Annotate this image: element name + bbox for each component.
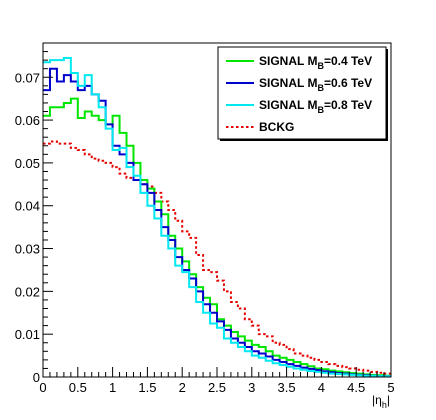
x-tick-label: 0 [39,380,46,395]
series-line-4 [43,140,391,375]
legend-label: BCKG [259,120,294,134]
y-tick-label: 0.05 [15,156,40,171]
y-tick-label: 0.02 [15,284,40,299]
legend-label: SIGNAL MB=0.4 TeV [259,54,372,71]
x-axis-label-subscript: h [382,400,387,410]
y-axis: 0 0.01 0.02 0.03 0.04 0.05 0.06 0.07 [15,42,53,385]
x-tick-label: 1.5 [138,380,156,395]
legend-shadow [386,49,388,141]
x-tick-label: 3 [248,380,255,395]
legend-box [217,46,387,140]
x-tick-label: 1 [109,380,116,395]
legend-label: SIGNAL MB=0.8 TeV [259,98,372,115]
x-tick-label: 3.5 [278,380,296,395]
plot-area: 0 0.5 1 1.5 2 2.5 3 3.5 4 4.5 5 00.010.020.030.040… [15,42,395,395]
y-tick-label: 0.06 [15,113,40,128]
y-tick-label: 0.01 [15,327,40,342]
x-tick-label: 4.5 [347,380,365,395]
y-tick-label: 0.03 [15,242,40,257]
y-tick-label: 0 [33,370,40,385]
legend: SIGNAL MB=0.4 TeV SIGNAL MB=0.6 TeV SIGNAL… [217,46,388,141]
x-tick-label: 2.5 [208,380,226,395]
y-tick-label: 0.04 [15,199,40,214]
x-tick-label: 0.5 [69,380,87,395]
x-tick-label: 4 [318,380,325,395]
x-tick-label: 5 [387,380,394,395]
legend-label: SIGNAL MB=0.6 TeV [259,76,372,93]
x-axis-label: |ηh| [372,393,390,410]
y-tick-label: 0.07 [15,70,40,85]
x-axis: 0 0.5 1 1.5 2 2.5 3 3.5 4 4.5 5 [39,367,395,395]
x-tick-label: 2 [179,380,186,395]
legend-shadow [220,139,388,141]
